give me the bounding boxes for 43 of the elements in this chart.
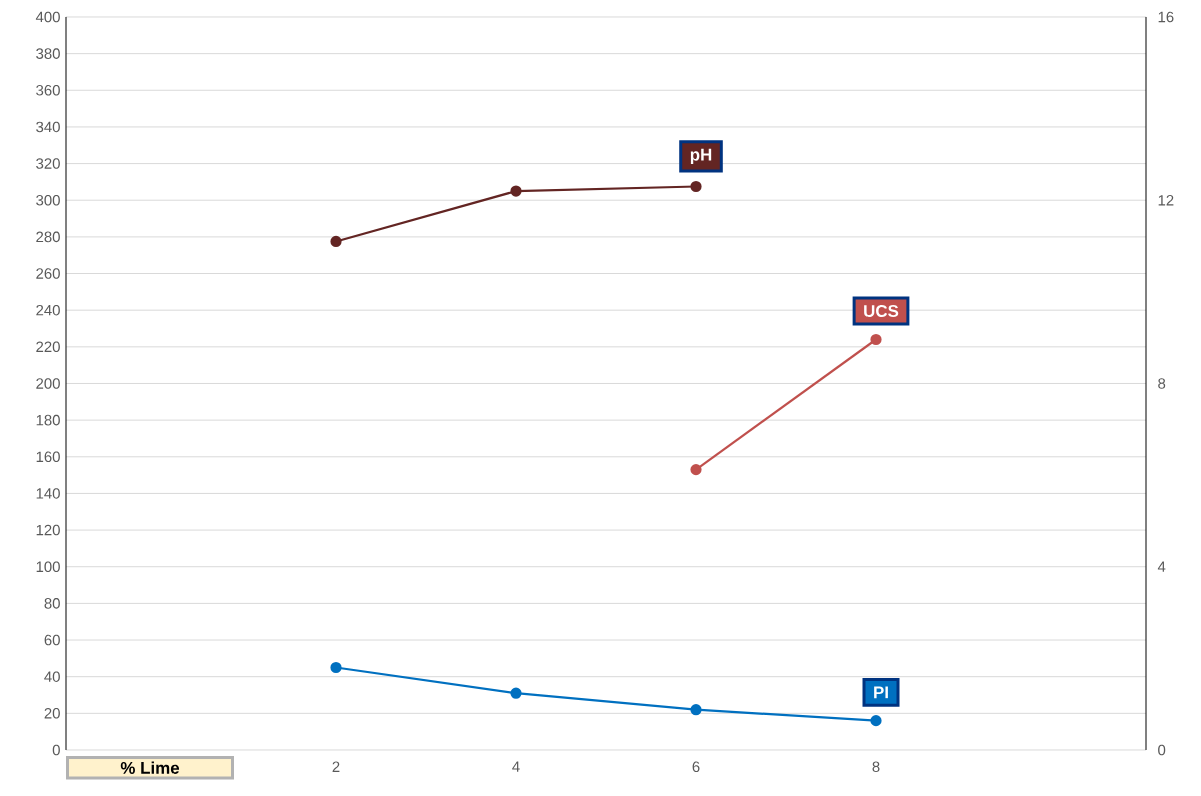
point [870,715,882,727]
y-tick-label: 260 [36,268,60,279]
point [510,185,522,197]
y2-tick-label: 8 [1158,378,1166,389]
point [510,687,522,699]
y2-tick-label: 16 [1158,11,1174,23]
x-tick-label: 4 [512,761,520,772]
x-tick-label: 2 [332,761,340,772]
y-tick-label: 200 [36,378,60,389]
y-tick-label: 160 [36,451,60,463]
point [690,704,702,716]
x-tick-label: 8 [872,761,880,773]
point [870,333,882,346]
y2-tick-label: 12 [1158,195,1174,206]
point [690,464,702,476]
y-tick-label: 220 [36,341,60,353]
y-tick-label: 280 [36,231,60,243]
point [330,661,342,674]
y-tick-label: 380 [36,48,60,59]
series-label: PI [874,686,888,699]
point [330,235,342,248]
y2-tick-label: 4 [1157,561,1166,572]
series-label: UCS [864,305,899,318]
y-tick-label: 300 [36,194,60,206]
y-tick-label: 360 [36,84,60,96]
y-tick-label: 60 [44,634,60,646]
series-label: pH [690,148,712,164]
y-tick-label: 320 [36,158,60,169]
y-tick-label: 180 [36,414,60,426]
y-tick-label: 120 [36,524,60,536]
y-tick-label: 40 [44,671,60,682]
y-tick-label: 0 [52,744,60,756]
y-tick-label: 100 [36,561,60,573]
y-tick-label: 20 [44,708,60,719]
x-axis-title: % Lime [120,761,180,774]
y-tick-label: 400 [35,11,60,23]
x-tick-label: 6 [692,761,700,773]
y-tick-label: 80 [44,598,60,609]
y-tick-label: 340 [36,121,60,133]
point [690,180,702,193]
y-tick-label: 140 [36,488,60,499]
y2-tick-label: 0 [1158,744,1166,756]
y-tick-label: 240 [36,304,60,316]
